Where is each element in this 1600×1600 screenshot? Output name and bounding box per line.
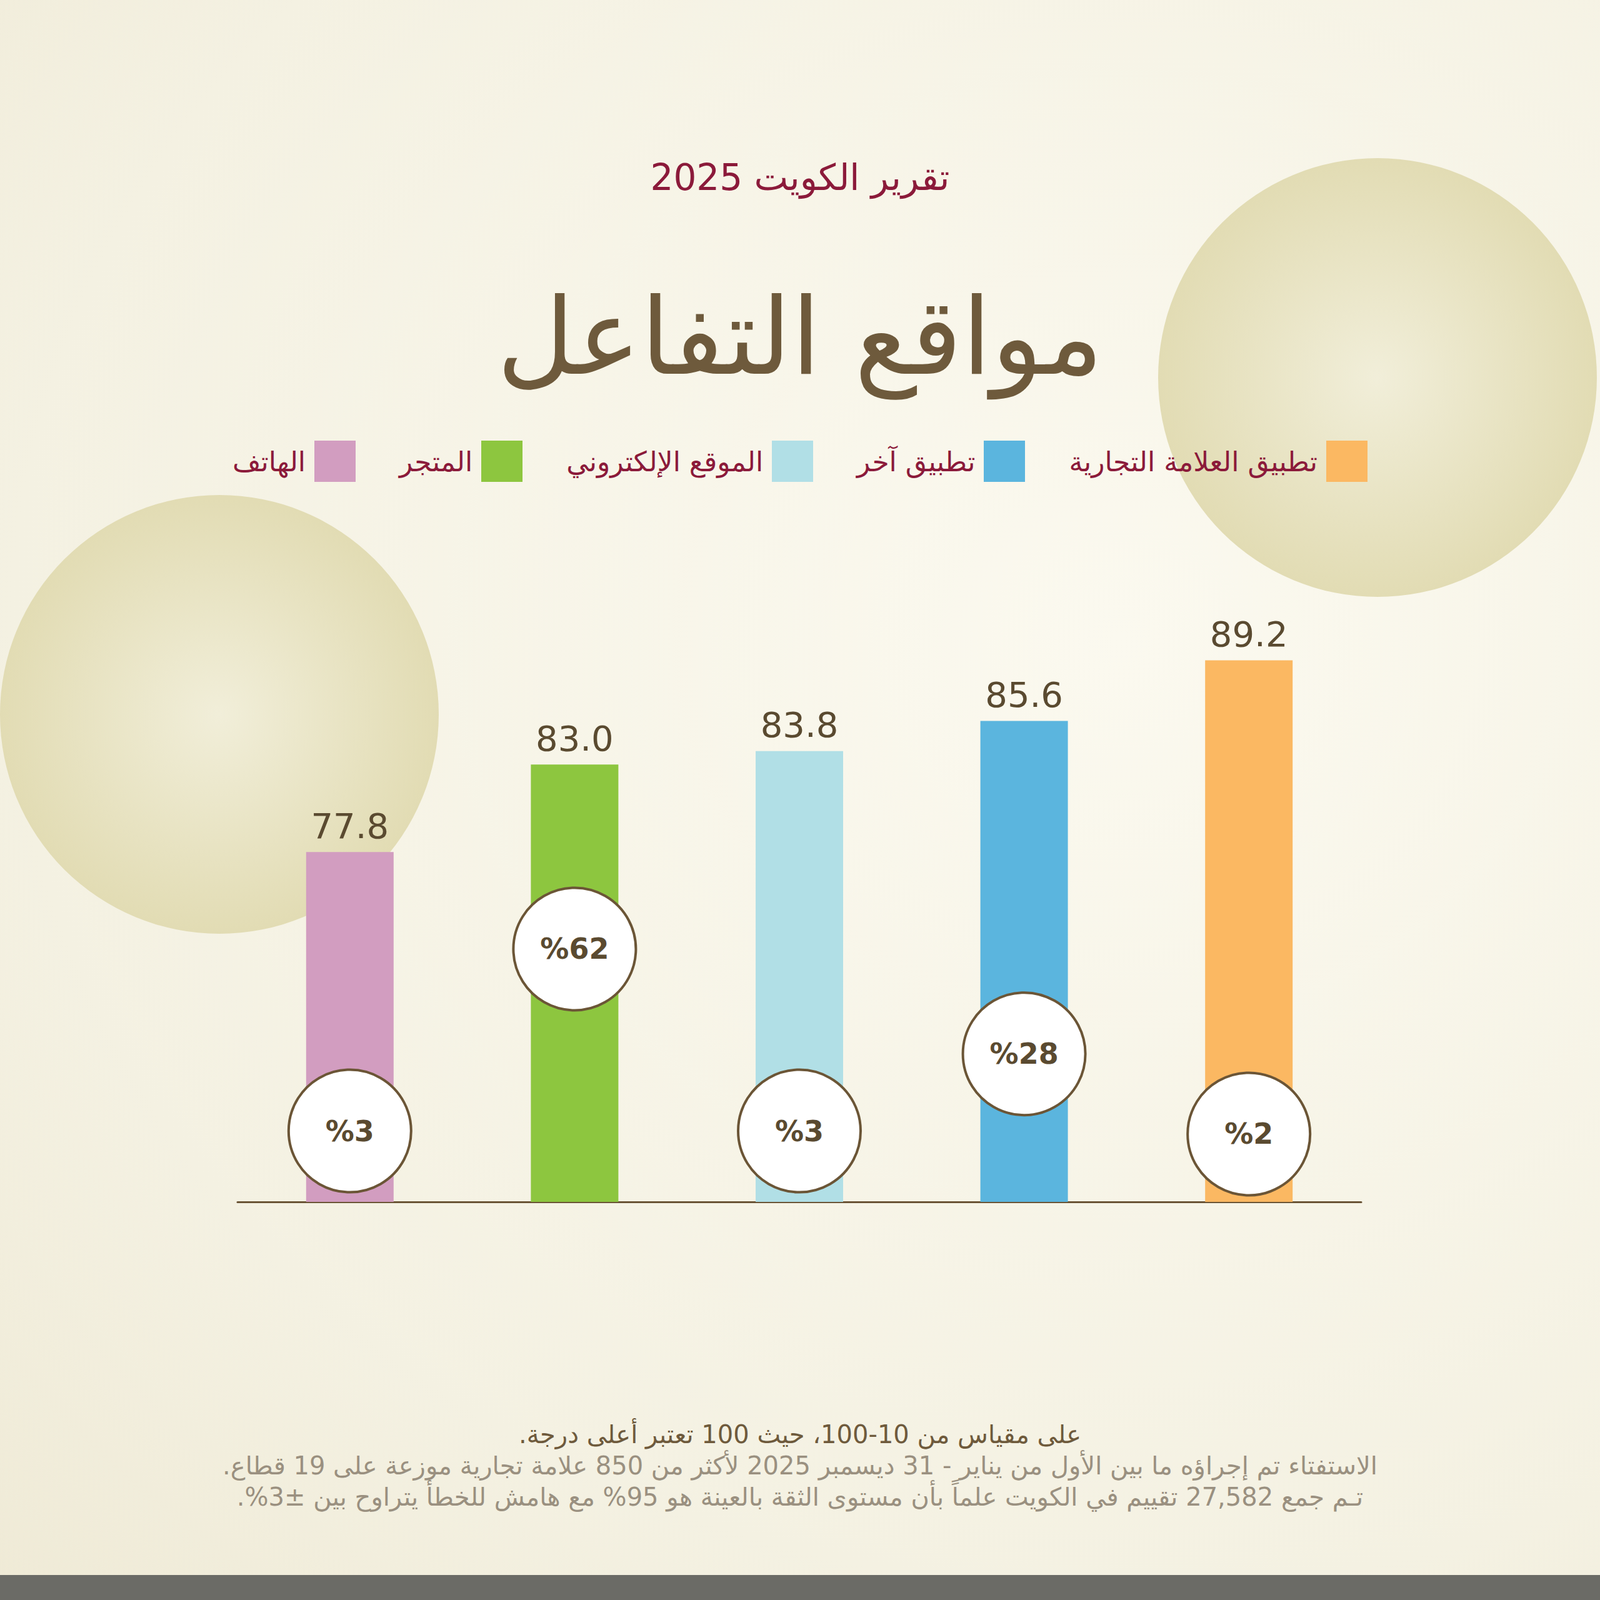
html-text:الهاتف: الهاتف [232,445,306,478]
svg-text:%2: %2 [1224,1116,1274,1151]
html-text:الاستفتاء تم إجراؤه ما بين الأ: الاستفتاء تم إجراؤه ما بين الأول من يناي… [222,1451,1378,1480]
html-text:المتجر: المتجر [399,445,473,478]
svg-text:%3: %3 [325,1114,375,1149]
html-text:تطبيق آخر: تطبيق آخر [856,445,976,478]
html-text:على مقياس من 10-100، حيث 100 ت: على مقياس من 10-100، حيث 100 تعتبر أعلى … [518,1420,1082,1449]
html-text:تطبيق العلامة التجارية: تطبيق العلامة التجارية [1069,445,1318,478]
svg-text:83.8: 83.8 [760,704,839,745]
html-text:تـم جمع 27,582 تقييم في الكويت: تـم جمع 27,582 تقييم في الكويت علماً بأن… [236,1482,1364,1512]
html-text:مواقع التفاعل: مواقع التفاعل [496,275,1104,399]
svg-text:77.8: 77.8 [310,805,389,847]
svg-text:%3: %3 [775,1114,824,1149]
svg-text:89.2: 89.2 [1210,613,1289,655]
svg-text:85.6: 85.6 [985,674,1064,715]
svg-text:83.0: 83.0 [535,718,614,759]
svg-text:%28: %28 [990,1036,1059,1071]
svg-text:%62: %62 [540,931,609,966]
html-text:تقرير الكويت 2025: تقرير الكويت 2025 [650,156,950,199]
html-text:الموقع الإلكتروني: الموقع الإلكتروني [566,445,764,478]
